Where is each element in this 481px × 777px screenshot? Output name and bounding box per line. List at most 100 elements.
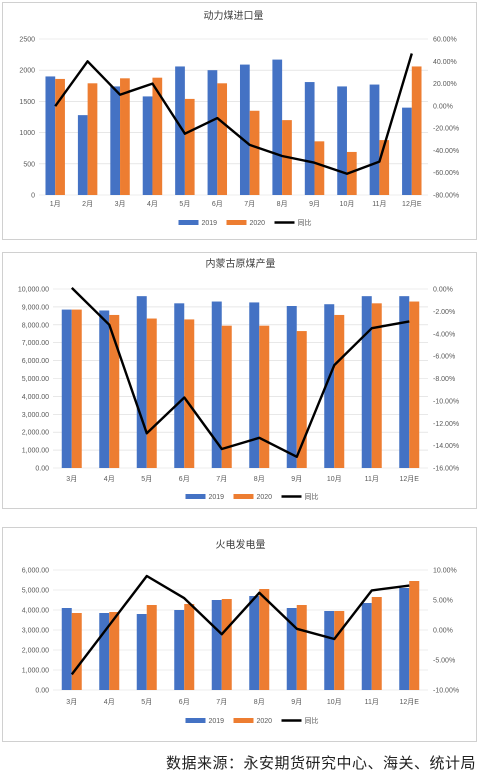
bar-2019-6 (174, 610, 185, 690)
bar-2019-6 (207, 70, 218, 195)
y-right-tick-label: -8.00% (433, 376, 455, 383)
bar-2019-10 (324, 611, 335, 690)
bar-2020-5 (184, 98, 195, 195)
bar-2020-1 (55, 78, 65, 195)
x-tick-label: 5月 (141, 698, 152, 706)
legend-swatch-2020 (233, 494, 254, 499)
line-series-yoy (54, 53, 413, 176)
bar-2019-5 (175, 66, 185, 196)
bar-2019-10 (337, 86, 347, 195)
bar-2020-12-e (409, 301, 420, 468)
bar-2019-4 (99, 613, 110, 690)
x-tick-label: 12月E (400, 698, 420, 706)
bar-2020-9 (314, 141, 325, 195)
x-tick-label: 11月 (365, 698, 379, 706)
bar-2019-9 (304, 82, 315, 195)
y-right-tick-label: -6.00% (433, 354, 455, 361)
y-right-tick-label: 0.00% (433, 628, 453, 635)
bar-2019-9 (286, 608, 297, 690)
legend-swatch-2019 (185, 494, 206, 499)
x-tick-label: 7月 (216, 698, 227, 706)
chart-panel-thermal-coal-imports: 动力煤进口量 0 500 1000 1500 2000 2500 -80.00% -60.00%… (2, 2, 477, 240)
bar-2019-5 (136, 296, 147, 468)
bar-2019-10 (324, 304, 335, 468)
y-left-tick-label: 2,000.00 (22, 430, 49, 437)
bar-2019-1 (45, 76, 56, 195)
y-right-tick-label: -12.00% (433, 421, 459, 428)
x-tick-label: 3月 (66, 698, 77, 706)
y-right-tick-label: -16.00% (433, 466, 459, 473)
y-right-tick-label: -40.00% (433, 148, 459, 155)
bar-2020-9 (296, 331, 307, 468)
y-right-tick-label: 40.00% (433, 59, 457, 66)
legend-label: 2019 (209, 494, 225, 501)
y-left-tick-label: 7,000.00 (22, 340, 49, 347)
legend-label: 2019 (209, 718, 225, 725)
y-right-tick-label: 5.00% (433, 598, 453, 605)
bar-2019-5 (136, 614, 147, 690)
bar-2020-6 (184, 319, 195, 468)
bar-2019-7 (239, 64, 250, 195)
bar-2019-4 (142, 96, 153, 195)
bar-2019-8 (249, 302, 260, 468)
bar-2020-10 (334, 314, 345, 468)
bar-2020-11 (371, 597, 382, 690)
bar-2020-11 (379, 140, 390, 195)
x-tick-label: 4月 (147, 200, 158, 208)
y-left-tick-label: 2500 (19, 37, 35, 44)
chart-panel-inner-mongolia-coal-output: 内蒙古原煤产量 0.00 1,000.00 2,000.00 3,000.00 4,000… (2, 252, 477, 509)
y-right-tick-label: -10.00% (433, 688, 459, 695)
x-tick-label: 8月 (254, 475, 265, 483)
bar-2020-4 (109, 314, 120, 468)
legend-swatch-2020 (233, 718, 254, 723)
y-right-tick-label: -10.00% (433, 398, 459, 405)
bar-2020-2 (87, 83, 98, 195)
bar-2019-12-e (399, 296, 410, 468)
x-tick-label: 6月 (179, 698, 190, 706)
bar-2020-11 (371, 303, 382, 468)
y-left-tick-label: 4,000.00 (22, 608, 49, 615)
bar-2020-7 (249, 110, 260, 195)
x-tick-label: 11月 (365, 475, 379, 483)
bar-2019-8 (249, 596, 260, 690)
x-tick-label: 8月 (254, 698, 265, 706)
bar-2019-6 (174, 303, 185, 468)
y-left-tick-label: 2,000.00 (22, 648, 49, 655)
y-right-tick-label: -80.00% (433, 193, 459, 200)
bar-2020-5 (146, 318, 157, 468)
y-left-tick-label: 6,000.00 (22, 358, 49, 365)
bar-2020-3 (120, 78, 130, 195)
y-left-tick-label: 5,000.00 (22, 376, 49, 383)
x-tick-label: 10月 (327, 475, 342, 483)
y-right-tick-label: -5.00% (433, 658, 455, 665)
y-right-tick-label: -14.00% (433, 443, 459, 450)
bar-2019-3 (110, 86, 121, 195)
y-left-tick-label: 3,000.00 (22, 628, 49, 635)
y-right-tick-label: -60.00% (433, 170, 459, 177)
bar-2020-10 (334, 611, 345, 690)
y-left-tick-label: 1,000.00 (22, 448, 49, 455)
legend-label: 2019 (202, 220, 218, 227)
legend-label: 2020 (250, 220, 266, 227)
x-tick-label: 8月 (277, 200, 288, 208)
y-left-tick-label: 3,000.00 (22, 412, 49, 419)
bar-2019-2 (77, 115, 88, 195)
bar-2020-6 (184, 604, 195, 690)
legend-swatch-2020 (226, 220, 247, 225)
y-left-tick-label: 0.00 (35, 466, 49, 473)
bar-2019-11 (361, 603, 372, 690)
x-tick-label: 12月E (402, 200, 422, 208)
bar-2020-6 (217, 83, 228, 195)
x-tick-label: 11月 (372, 200, 386, 208)
bar-2019-12-e (402, 107, 412, 195)
chart-title: 火电发电量 (216, 538, 266, 551)
x-tick-label: 6月 (179, 475, 190, 483)
bar-2020-4 (109, 612, 120, 690)
bar-2020-3 (71, 613, 82, 690)
bar-2019-3 (61, 309, 72, 468)
x-tick-label: 10月 (340, 200, 355, 208)
bar-2020-9 (296, 605, 307, 690)
bar-2019-11 (369, 84, 380, 195)
y-left-tick-label: 2000 (19, 68, 35, 75)
y-right-tick-label: 0.00% (433, 287, 453, 294)
